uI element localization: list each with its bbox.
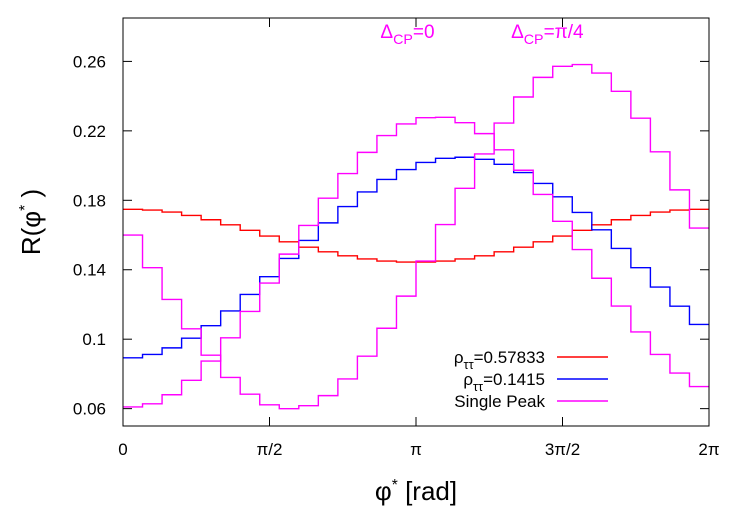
y-tick-label: 0.06 — [73, 400, 106, 419]
x-tick-label: π/2 — [257, 440, 283, 459]
series-line-single-peak-dcp-0 — [123, 116, 709, 408]
y-tick-label: 0.18 — [73, 191, 106, 210]
series-line-single-peak-dcp-pi4 — [123, 63, 709, 410]
x-tick-label: 3π/2 — [545, 440, 580, 459]
annotation-label: ΔCP=π/4 — [511, 22, 584, 48]
y-tick-label: 0.26 — [73, 52, 106, 71]
labels-layer: 0.06 0.1 0.14 0.18 0.22 0.26 0 π/2 π 3π/2 2π R(φ* )… — [16, 22, 720, 506]
legend-label: Single Peak — [454, 392, 545, 411]
series-layer — [123, 63, 709, 410]
plot-frame — [122, 17, 710, 427]
y-tick-label: 0.1 — [82, 330, 106, 349]
y-tick-label: 0.22 — [73, 122, 106, 141]
x-axis-label: φ* [rad] — [375, 476, 457, 506]
legend-label: ρττ=0.1415 — [463, 370, 545, 394]
y-axis-label: R(φ* ) — [16, 189, 46, 255]
x-tick-label: 2π — [698, 440, 719, 459]
legend-label: ρττ=0.57833 — [454, 348, 545, 372]
annotation-label: ΔCP=0 — [380, 22, 434, 48]
series-line-rho-0.1415 — [123, 156, 709, 359]
y-tick-label: 0.14 — [73, 261, 106, 280]
x-tick-label: 0 — [118, 440, 127, 459]
x-tick-label: π — [410, 440, 422, 459]
